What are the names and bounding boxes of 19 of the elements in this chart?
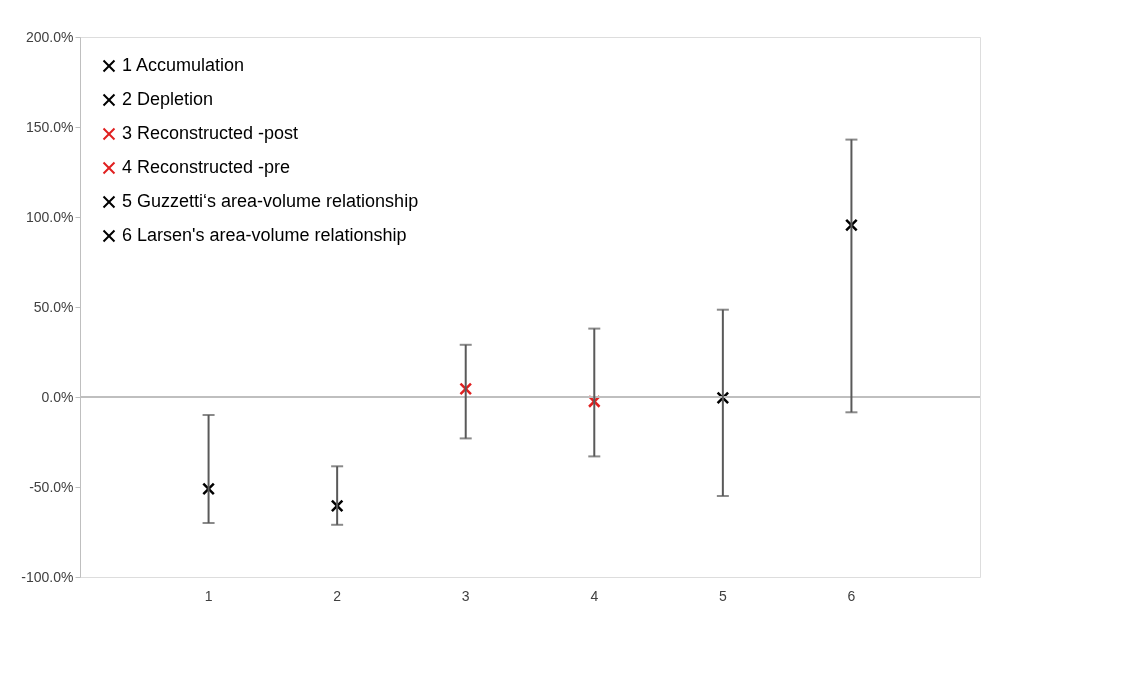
legend-label: 2 Depletion: [122, 89, 214, 109]
legend-label: 6 Larsen's area-volume relationship: [122, 225, 407, 245]
x-tick-label: 4: [590, 587, 599, 604]
x-tick-label: 3: [461, 587, 470, 604]
y-tick-label: 150.0%: [26, 118, 74, 135]
x-tick-label: 5: [718, 587, 727, 604]
legend-label: 1 Accumulation: [122, 55, 245, 75]
x-tick-label: 1: [204, 587, 213, 604]
y-tick-label: 200.0%: [26, 28, 74, 45]
y-tick-label: -50.0%: [29, 478, 74, 495]
y-tick-label: 50.0%: [33, 298, 74, 315]
y-tick-label: -100.0%: [21, 568, 74, 585]
legend-label: 4 Reconstructed -pre: [122, 157, 291, 177]
legend-label: 5 Guzzetti‘s area-volume relationship: [122, 191, 419, 211]
legend-label: 3 Reconstructed -post: [122, 123, 299, 143]
x-tick-label: 2: [333, 587, 342, 604]
y-tick-label: 100.0%: [26, 208, 74, 225]
x-tick-label: 6: [847, 587, 856, 604]
y-tick-label: 0.0%: [41, 388, 74, 405]
